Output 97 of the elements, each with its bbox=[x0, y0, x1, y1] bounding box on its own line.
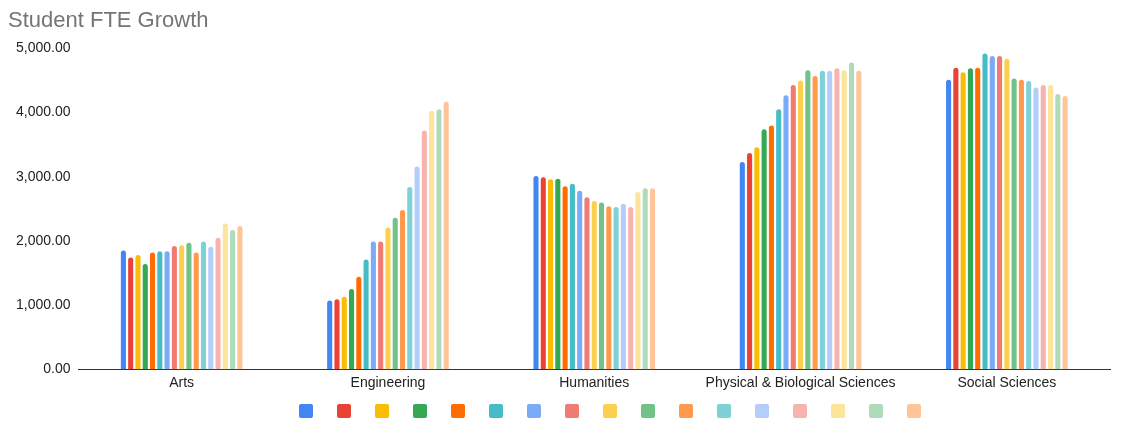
bar bbox=[790, 84, 796, 370]
bar bbox=[812, 75, 818, 370]
bar bbox=[848, 62, 855, 370]
bar bbox=[997, 56, 1003, 370]
bar bbox=[960, 72, 966, 370]
bar bbox=[975, 67, 981, 370]
bar bbox=[135, 255, 141, 370]
bar bbox=[613, 206, 619, 370]
bar bbox=[142, 263, 148, 370]
bar bbox=[378, 241, 384, 370]
y-tick-label: 4,000.00 bbox=[16, 103, 71, 120]
x-tick-label: Arts bbox=[169, 374, 195, 391]
bar bbox=[841, 70, 847, 370]
bar bbox=[967, 68, 973, 370]
bar bbox=[179, 245, 185, 370]
bar bbox=[776, 109, 782, 370]
bar bbox=[1026, 81, 1032, 370]
bar bbox=[739, 161, 745, 370]
bar bbox=[421, 130, 427, 370]
bar bbox=[1055, 93, 1061, 370]
bar bbox=[237, 226, 243, 370]
bar bbox=[385, 227, 391, 370]
y-tick-label: 5,000.00 bbox=[16, 39, 71, 56]
bar bbox=[1011, 78, 1017, 370]
bar bbox=[798, 80, 804, 370]
bar bbox=[356, 276, 362, 370]
bar bbox=[591, 201, 597, 370]
bar bbox=[598, 202, 605, 370]
chart-title: Student FTE Growth bbox=[8, 7, 209, 33]
bar bbox=[186, 242, 192, 370]
bar bbox=[562, 186, 568, 370]
bar bbox=[171, 246, 177, 370]
bar bbox=[761, 129, 767, 370]
bar bbox=[341, 296, 347, 370]
y-tick-label: 2,000.00 bbox=[16, 231, 71, 248]
bar bbox=[414, 166, 420, 370]
bar bbox=[1033, 87, 1039, 370]
bar bbox=[348, 289, 355, 370]
y-tick-label: 3,000.00 bbox=[16, 167, 71, 184]
bar bbox=[230, 229, 236, 370]
bar bbox=[642, 188, 648, 370]
bar bbox=[334, 299, 340, 370]
bar bbox=[120, 250, 126, 370]
bar bbox=[946, 79, 952, 370]
bar bbox=[856, 70, 862, 370]
y-tick-label: 1,000.00 bbox=[16, 295, 71, 312]
bar bbox=[1004, 58, 1010, 370]
bar bbox=[443, 101, 449, 370]
bar bbox=[1040, 84, 1046, 370]
bar bbox=[200, 241, 207, 370]
bar bbox=[982, 53, 988, 370]
bar bbox=[783, 95, 789, 370]
bar bbox=[584, 197, 590, 370]
bar bbox=[754, 147, 760, 370]
bar bbox=[363, 259, 369, 370]
bar bbox=[628, 206, 634, 370]
bar bbox=[392, 217, 398, 370]
bar bbox=[649, 188, 656, 370]
bar bbox=[540, 177, 546, 370]
bar bbox=[193, 252, 199, 370]
bar bbox=[407, 186, 413, 370]
bar bbox=[149, 252, 156, 370]
x-tick-label: Engineering bbox=[350, 374, 426, 391]
bar bbox=[635, 192, 641, 370]
bar bbox=[555, 178, 561, 370]
bar bbox=[805, 70, 811, 370]
bar bbox=[1047, 84, 1054, 370]
bar bbox=[128, 257, 134, 370]
bar bbox=[953, 67, 959, 370]
bar bbox=[208, 246, 214, 370]
bar bbox=[1062, 95, 1068, 370]
y-tick-label: 0.00 bbox=[43, 360, 71, 377]
bar bbox=[768, 125, 774, 370]
x-tick-label: Humanities bbox=[559, 374, 630, 391]
bar bbox=[429, 110, 435, 370]
x-tick-label: Social Sciences bbox=[957, 374, 1057, 391]
bar bbox=[399, 210, 406, 370]
bar bbox=[533, 176, 539, 370]
bar bbox=[834, 68, 840, 370]
bar bbox=[577, 190, 583, 370]
bar bbox=[747, 152, 753, 370]
bar bbox=[989, 56, 995, 370]
bar bbox=[819, 70, 825, 370]
bar bbox=[548, 179, 554, 370]
bar bbox=[606, 206, 612, 370]
bar bbox=[370, 241, 376, 370]
bar bbox=[1018, 79, 1024, 370]
bar bbox=[436, 109, 442, 370]
bar bbox=[215, 237, 221, 370]
bar bbox=[327, 300, 333, 370]
bar bbox=[164, 251, 170, 370]
bar bbox=[827, 70, 833, 370]
x-tick-label: Physical & Biological Sciences bbox=[705, 374, 896, 391]
bar bbox=[222, 223, 228, 370]
bar bbox=[620, 203, 626, 370]
bar bbox=[157, 251, 163, 370]
bar bbox=[569, 183, 575, 370]
